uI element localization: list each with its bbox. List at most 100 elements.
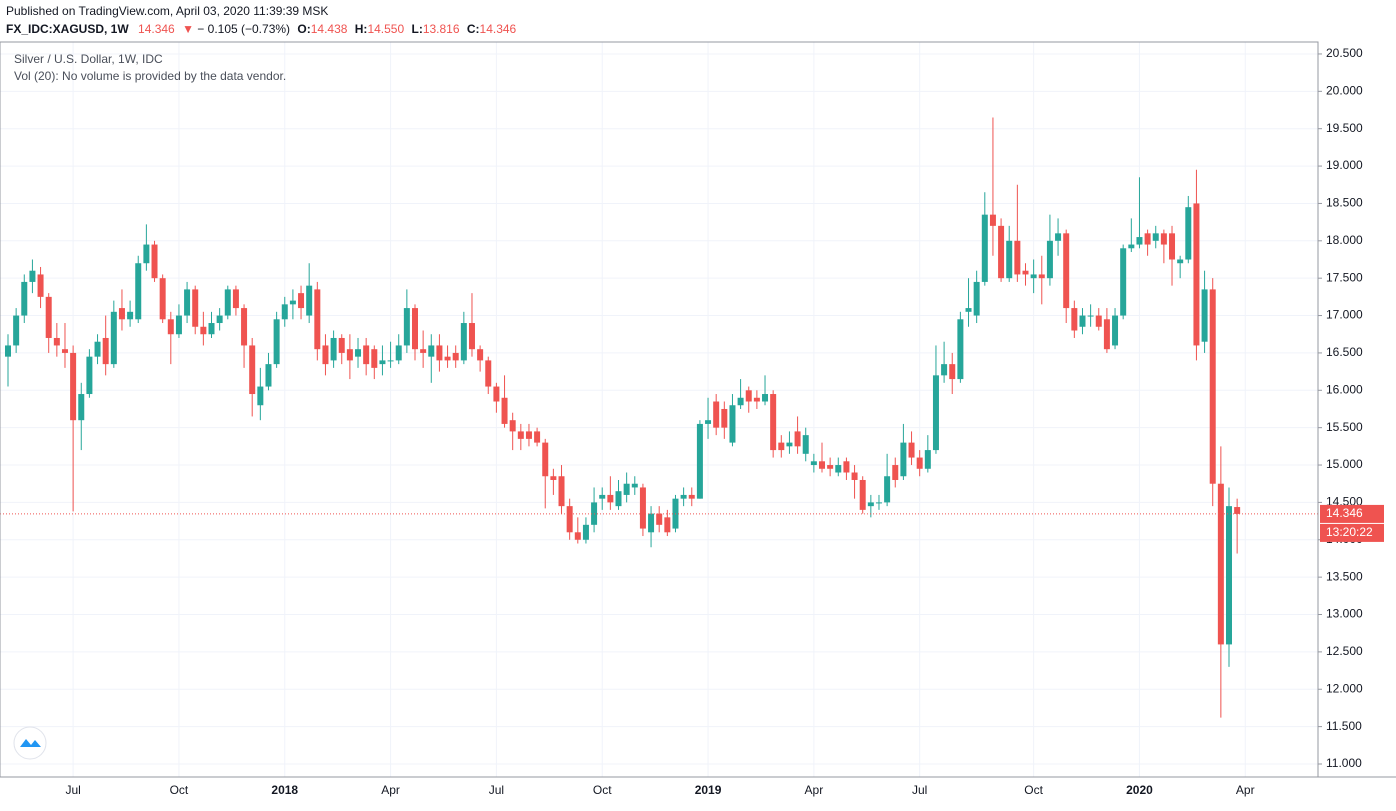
candle-body — [257, 386, 264, 406]
y-tick-label: 11.000 — [1326, 756, 1362, 770]
symbol: FX_IDC:XAGUSD, 1W — [6, 22, 129, 36]
candle-body — [941, 364, 948, 376]
candle-body — [892, 465, 899, 480]
x-tick-label: Apr — [1236, 783, 1255, 797]
y-tick-label: 18.500 — [1326, 196, 1363, 210]
candle-body — [208, 323, 215, 335]
x-tick-label: 2018 — [271, 783, 298, 797]
candle-body — [1120, 248, 1127, 316]
y-tick-label: 19.000 — [1326, 158, 1363, 172]
candle-body — [216, 315, 223, 324]
candle-body — [558, 476, 565, 507]
candle-body — [859, 479, 866, 510]
chart-title: Silver / U.S. Dollar, 1W, IDC — [14, 52, 163, 66]
candle-body — [281, 304, 288, 320]
candle-body — [607, 494, 614, 503]
candle-body — [241, 308, 248, 346]
candle-body — [1160, 233, 1167, 245]
candle-body — [289, 300, 296, 305]
candle-body — [949, 364, 956, 380]
candle-body — [249, 345, 256, 395]
candle-body — [1103, 319, 1110, 350]
y-tick-label: 20.000 — [1326, 84, 1363, 98]
logo[interactable] — [13, 726, 47, 760]
candle-body — [70, 352, 77, 421]
candle-body — [574, 532, 581, 540]
y-tick-label: 15.000 — [1326, 457, 1363, 471]
candle-body — [517, 431, 524, 439]
candle-body — [713, 401, 720, 428]
candle-body — [827, 465, 834, 469]
h-value: 14.550 — [367, 22, 404, 36]
candle-body — [78, 394, 85, 421]
candle-body — [1087, 315, 1094, 317]
candle-body — [387, 360, 394, 362]
candle-body — [525, 431, 532, 439]
candle-body — [371, 349, 378, 368]
candle-body — [762, 394, 769, 402]
x-tick-label: Jul — [489, 783, 504, 797]
candle-body — [534, 431, 541, 443]
candle-body — [468, 323, 475, 350]
candle-body — [444, 356, 451, 361]
candle-body — [981, 214, 988, 282]
l-value: 13.816 — [423, 22, 460, 36]
candle-body — [1209, 289, 1216, 484]
x-tick-label: Jul — [65, 783, 80, 797]
candle-body — [1071, 308, 1078, 331]
published-line: Published on TradingView.com, April 03, … — [6, 4, 328, 18]
candle-body — [900, 442, 907, 477]
candle-body — [884, 476, 891, 503]
candle-body — [778, 442, 785, 451]
candle-body — [1185, 207, 1192, 260]
candle-body — [835, 465, 842, 473]
candle-body — [428, 345, 435, 357]
logo-icon[interactable] — [20, 739, 41, 747]
candle-body — [721, 408, 728, 428]
candle-body — [599, 494, 606, 499]
candle-body — [184, 289, 191, 316]
candle-body — [794, 431, 801, 447]
y-tick-label: 15.500 — [1326, 420, 1363, 434]
countdown-label: 13:20:22 — [1326, 525, 1373, 539]
candle-body — [631, 483, 638, 488]
candle-body — [1030, 274, 1037, 279]
candle-body — [932, 375, 939, 451]
candle-body — [355, 349, 362, 357]
candle-body — [770, 394, 777, 451]
candle-body — [1169, 233, 1176, 260]
candle-body — [45, 296, 52, 338]
candle-body — [973, 281, 980, 316]
candle-body — [232, 289, 239, 309]
candle-body — [998, 225, 1005, 279]
candle-body — [737, 397, 744, 406]
candle-body — [843, 461, 850, 473]
x-tick-label: Jul — [912, 783, 927, 797]
candle-body — [623, 483, 630, 495]
candle-body — [550, 476, 557, 480]
candle-body — [94, 341, 101, 357]
candle-body — [314, 289, 321, 350]
candle-body — [648, 513, 655, 533]
candle-body — [192, 289, 199, 327]
candle-body — [436, 345, 443, 361]
candle-body — [143, 244, 150, 264]
candle-body — [1055, 233, 1062, 241]
x-tick-label: Apr — [805, 783, 824, 797]
candle-body — [639, 487, 646, 529]
c-value: 14.346 — [480, 22, 517, 36]
candle-body — [151, 244, 158, 279]
candle-body — [542, 442, 549, 477]
candle-body — [330, 337, 337, 361]
candle-body — [1006, 240, 1013, 279]
candle-body — [729, 405, 736, 443]
candle-body — [664, 517, 671, 533]
candle-body — [167, 319, 174, 335]
candle-body — [1112, 315, 1119, 346]
change-value: − 0.105 (−0.73%) — [197, 22, 290, 36]
candle-body — [1136, 237, 1143, 245]
logo-circle[interactable] — [13, 726, 47, 760]
candle-body — [965, 308, 972, 312]
y-tick-label: 17.000 — [1326, 308, 1363, 322]
candle-body — [53, 337, 60, 346]
